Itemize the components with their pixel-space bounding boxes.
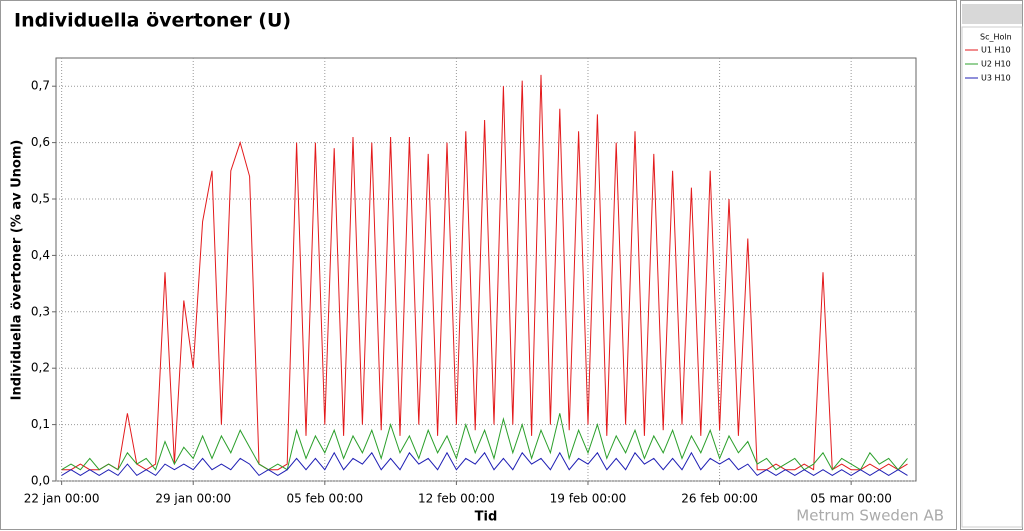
x-tick-label: 05 feb 00:00 — [286, 492, 363, 506]
y-tick-label: 0,3 — [31, 304, 50, 318]
x-tick-label: 29 jan 00:00 — [155, 492, 231, 506]
legend-title: Sc_Holn — [980, 33, 1012, 42]
legend-label: U3 H10 — [981, 74, 1011, 83]
x-tick-label: 19 feb 00:00 — [550, 492, 627, 506]
chart-frame — [0, 0, 957, 530]
x-tick-label: 12 feb 00:00 — [418, 492, 495, 506]
legend-box — [961, 26, 1023, 528]
x-axis-label: Tid — [475, 510, 498, 525]
y-tick-label: 0,7 — [31, 79, 50, 93]
y-tick-label: 0,6 — [31, 135, 50, 149]
series-line — [61, 413, 908, 471]
y-tick-label: 0,5 — [31, 192, 50, 206]
y-axis-label: Individuella övertoner (% av Unom) — [10, 140, 25, 401]
y-tick-label: 0,4 — [31, 248, 50, 262]
watermark: Metrum Sweden AB — [796, 507, 944, 525]
legend-header — [962, 4, 1022, 24]
x-tick-label: 26 feb 00:00 — [681, 492, 758, 506]
series-line — [61, 451, 908, 477]
y-tick-label: 0,2 — [31, 361, 50, 375]
legend-label: U1 H10 — [981, 46, 1011, 55]
y-tick-label: 0,1 — [31, 417, 50, 431]
y-tick-label: 0,0 — [31, 474, 50, 488]
chart-title: Individuella övertoner (U) — [14, 10, 291, 32]
legend-label: U2 H10 — [981, 60, 1011, 69]
x-tick-label: 05 mar 00:00 — [810, 492, 891, 506]
x-tick-label: 22 jan 00:00 — [24, 492, 100, 506]
